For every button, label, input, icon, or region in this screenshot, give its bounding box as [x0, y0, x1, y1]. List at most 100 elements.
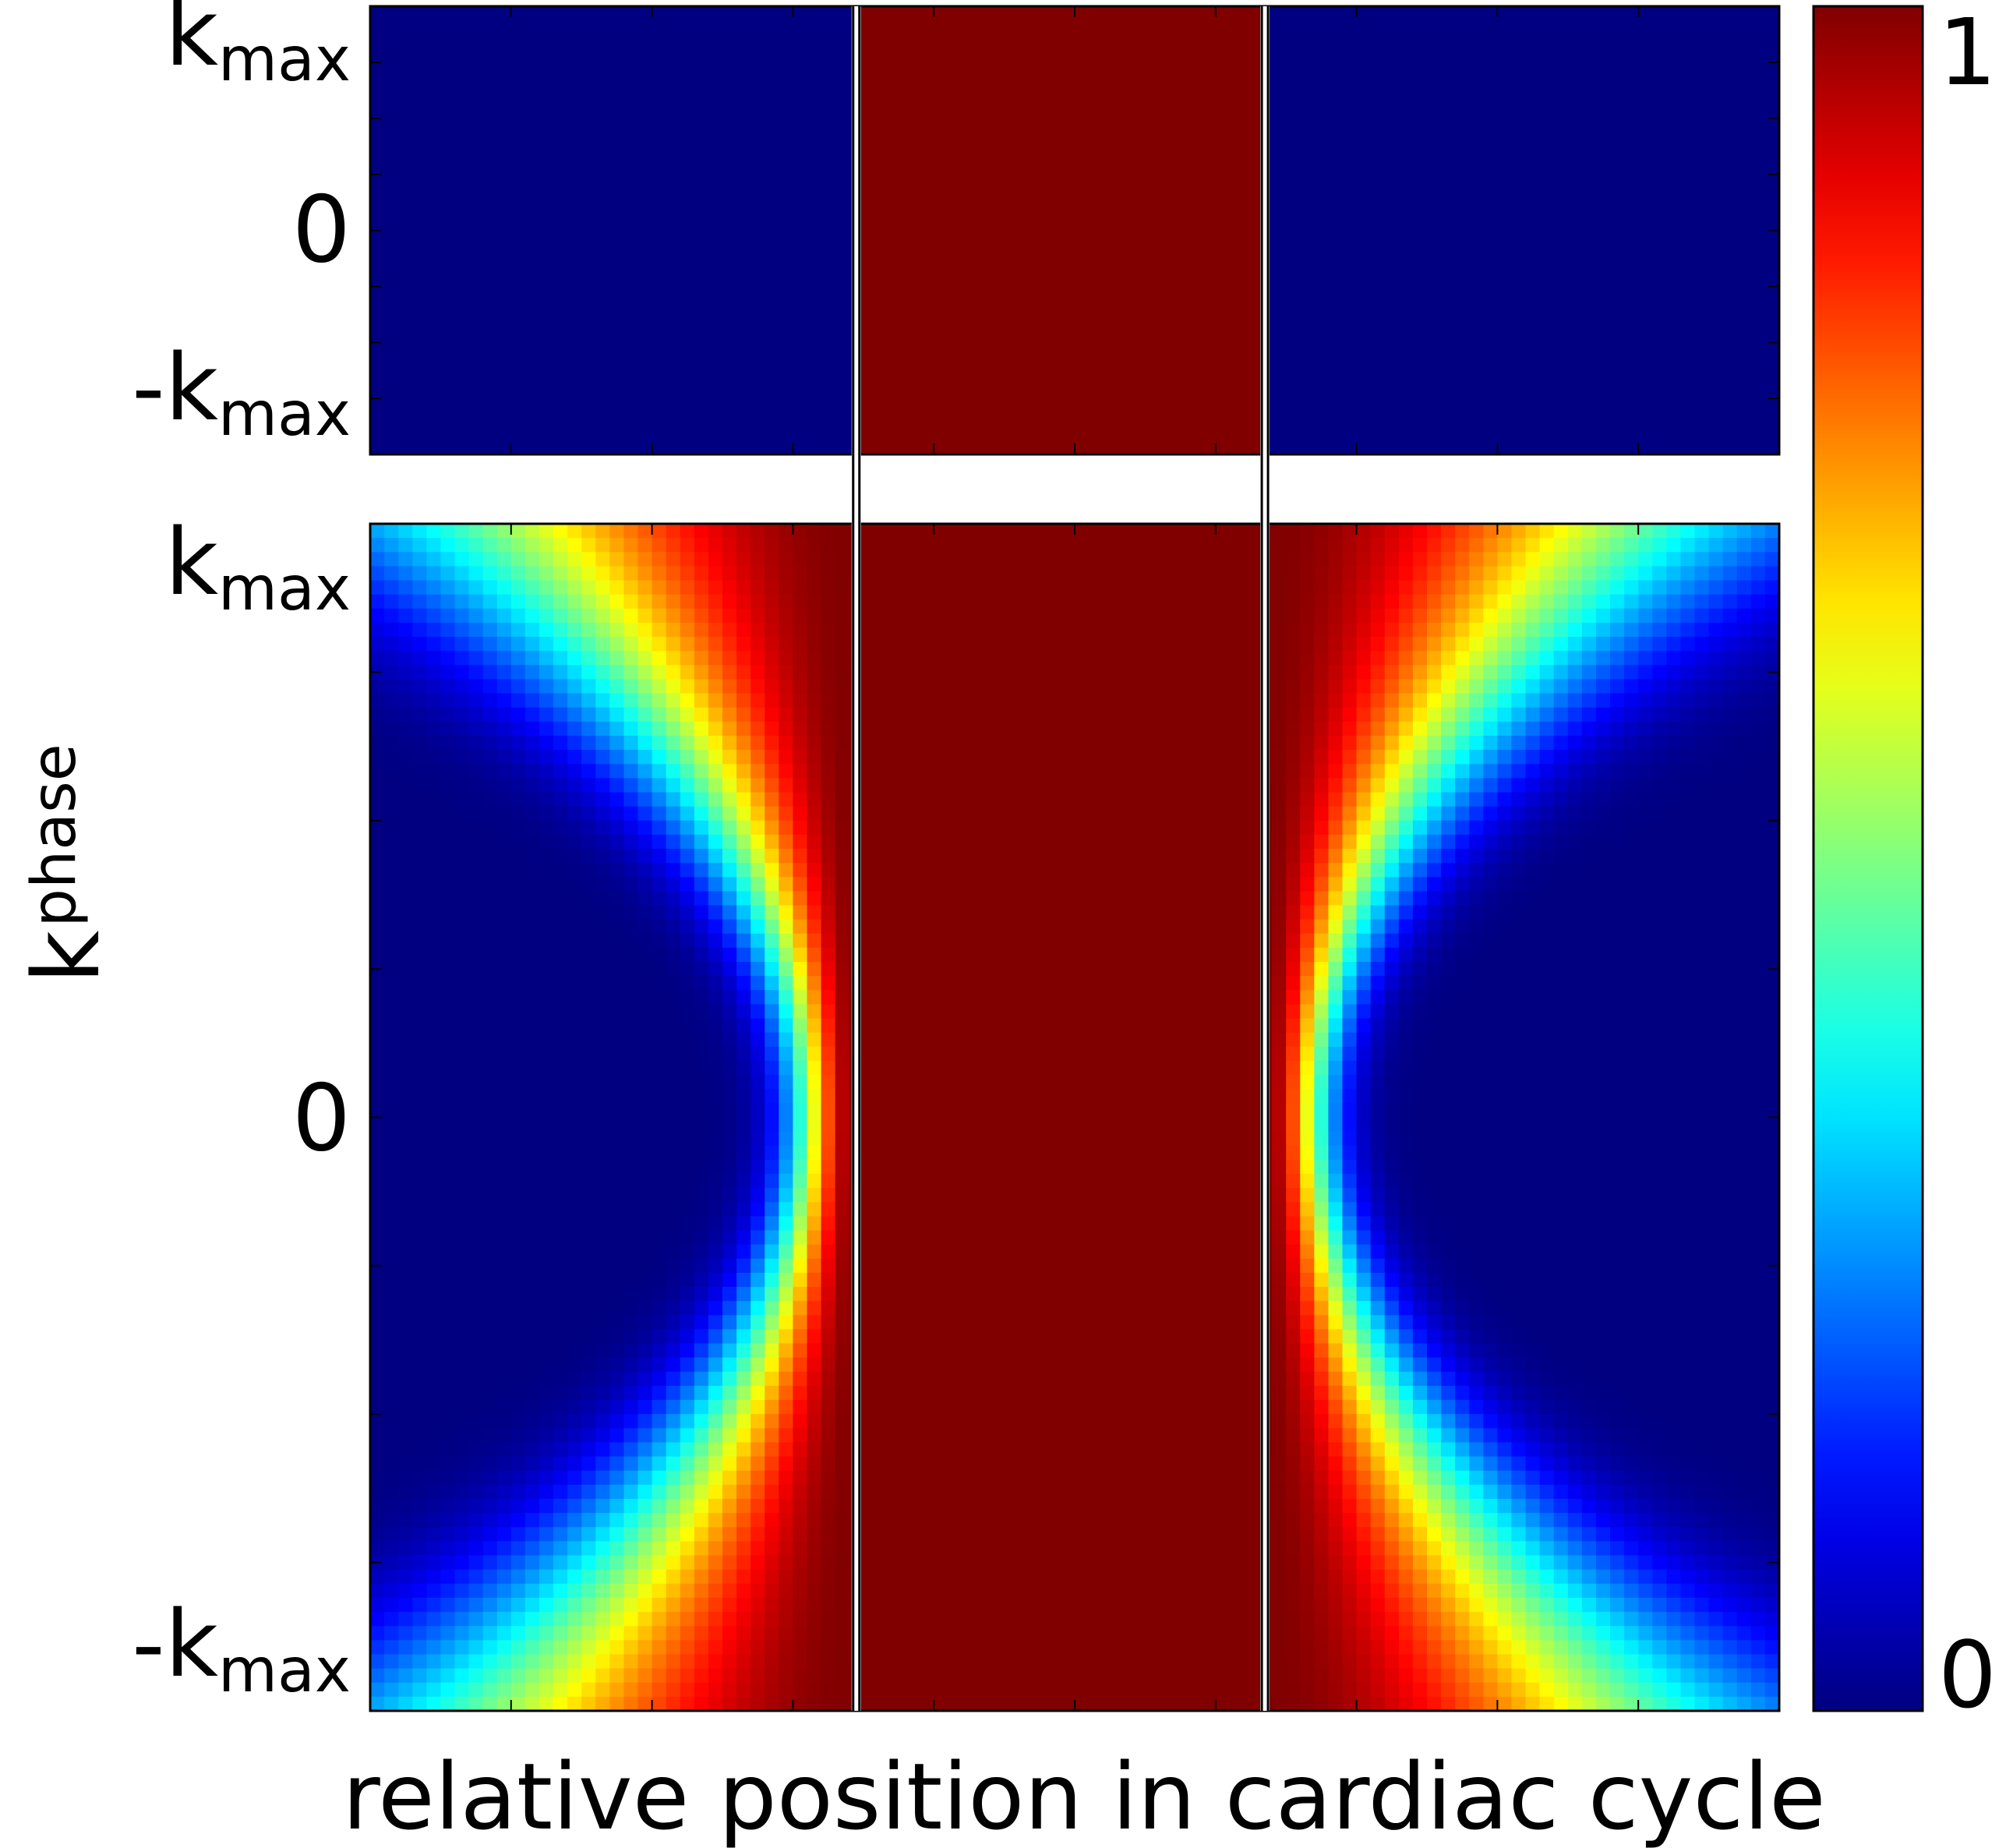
heatmap-cell — [524, 1060, 540, 1076]
heatmap-cell — [1060, 1131, 1075, 1147]
heatmap-cell — [1469, 538, 1484, 553]
heatmap-cell — [1624, 947, 1639, 963]
heatmap-cell — [835, 891, 850, 906]
heatmap-cell — [1764, 1089, 1780, 1104]
heatmap-cell — [1384, 608, 1400, 624]
heatmap-cell — [1638, 735, 1653, 751]
heatmap-cell — [736, 962, 751, 977]
heatmap-cell — [722, 1202, 737, 1217]
heatmap-cell — [708, 1145, 723, 1161]
heatmap-cell — [412, 1018, 427, 1034]
heatmap-cell — [1314, 947, 1330, 963]
heatmap-cell — [595, 1188, 610, 1203]
heatmap-cell — [1764, 820, 1780, 836]
heatmap-cell — [920, 1046, 934, 1062]
top-region-2 — [1265, 6, 1779, 454]
heatmap-cell — [581, 1131, 596, 1147]
heatmap-cell — [1652, 651, 1667, 666]
heatmap-cell — [1145, 1004, 1160, 1019]
heatmap-cell — [990, 693, 1005, 708]
heatmap-cell — [1567, 750, 1583, 765]
heatmap-cell — [1103, 1131, 1118, 1147]
heatmap-cell — [920, 976, 934, 991]
heatmap-cell — [567, 1174, 582, 1189]
heatmap-cell — [1286, 1188, 1301, 1203]
heatmap-cell — [891, 1103, 906, 1118]
heatmap-cell — [1553, 693, 1569, 708]
heatmap-cell — [1427, 1032, 1442, 1048]
heatmap-cell — [637, 919, 653, 935]
heatmap-cell — [1624, 891, 1639, 906]
heatmap-cell — [1455, 1032, 1470, 1048]
heatmap-cell — [609, 580, 625, 595]
heatmap-cell — [609, 538, 625, 553]
heatmap-cell — [807, 735, 822, 751]
heatmap-cell — [1131, 806, 1146, 822]
heatmap-cell — [482, 877, 498, 892]
heatmap-cell — [1427, 1004, 1442, 1019]
heatmap-cell — [1680, 919, 1696, 935]
heatmap-cell — [567, 905, 582, 920]
heatmap-cell — [1328, 1202, 1344, 1217]
heatmap-cell — [750, 820, 765, 836]
heatmap-cell — [821, 1188, 836, 1203]
heatmap-cell — [426, 1060, 441, 1076]
heatmap-cell — [1314, 1159, 1330, 1175]
heatmap-cell — [694, 721, 709, 737]
heatmap-cell — [1187, 1075, 1203, 1090]
heatmap-cell — [1412, 1032, 1428, 1048]
heatmap-cell — [708, 947, 723, 963]
heatmap-cell — [1187, 566, 1203, 581]
heatmap-cell — [708, 651, 723, 666]
heatmap-cell — [1117, 1103, 1132, 1118]
heatmap-cell — [1286, 693, 1301, 708]
heatmap-cell — [595, 1089, 610, 1104]
heatmap-cell — [1370, 665, 1386, 680]
heatmap-cell — [1567, 1145, 1583, 1161]
heatmap-cell — [1314, 552, 1330, 567]
heatmap-cell — [609, 608, 625, 624]
heatmap-cell — [1638, 1145, 1653, 1161]
heatmap-cell — [652, 891, 667, 906]
heatmap-cell — [1004, 891, 1019, 906]
heatmap-cell — [1089, 990, 1104, 1005]
heatmap-cell — [1553, 665, 1569, 680]
heatmap-cell — [1187, 820, 1203, 836]
heatmap-cell — [468, 538, 484, 553]
heatmap-cell — [496, 637, 512, 652]
heatmap-cell — [1708, 806, 1724, 822]
heatmap-cell — [891, 538, 906, 553]
heatmap-cell — [666, 665, 681, 680]
heatmap-cell — [821, 1117, 836, 1132]
heatmap-cell — [1243, 1089, 1259, 1104]
heatmap-cell — [1018, 1188, 1033, 1203]
heatmap-cell — [694, 877, 709, 892]
heatmap-cell — [863, 1075, 878, 1090]
heatmap-cell — [1159, 1004, 1174, 1019]
heatmap-cell — [1173, 665, 1188, 680]
heatmap-cell — [609, 834, 625, 850]
heatmap-cell — [934, 524, 948, 539]
heatmap-cell — [1539, 538, 1555, 553]
heatmap-cell — [722, 707, 737, 723]
heatmap-cell — [1060, 820, 1075, 836]
heatmap-cell — [1032, 1075, 1047, 1090]
heatmap-cell — [1103, 566, 1118, 581]
heatmap-cell — [1243, 1202, 1259, 1217]
heatmap-cell — [1469, 877, 1484, 892]
heatmap-cell — [1300, 1103, 1315, 1118]
heatmap-cell — [595, 1117, 610, 1132]
heatmap-cell — [1060, 1089, 1075, 1104]
heatmap-cell — [1638, 820, 1653, 836]
heatmap-cell — [1187, 1004, 1203, 1019]
heatmap-cell — [1610, 721, 1625, 737]
heatmap-cell — [1750, 820, 1766, 836]
heatmap-cell — [1173, 1103, 1188, 1118]
heatmap-cell — [835, 707, 850, 723]
heatmap-cell — [1187, 1188, 1203, 1203]
heatmap-cell — [398, 1075, 413, 1090]
heatmap-cell — [1539, 594, 1555, 610]
heatmap-cell — [1060, 947, 1075, 963]
heatmap-cell — [581, 764, 596, 779]
heatmap-cell — [1455, 1188, 1470, 1203]
